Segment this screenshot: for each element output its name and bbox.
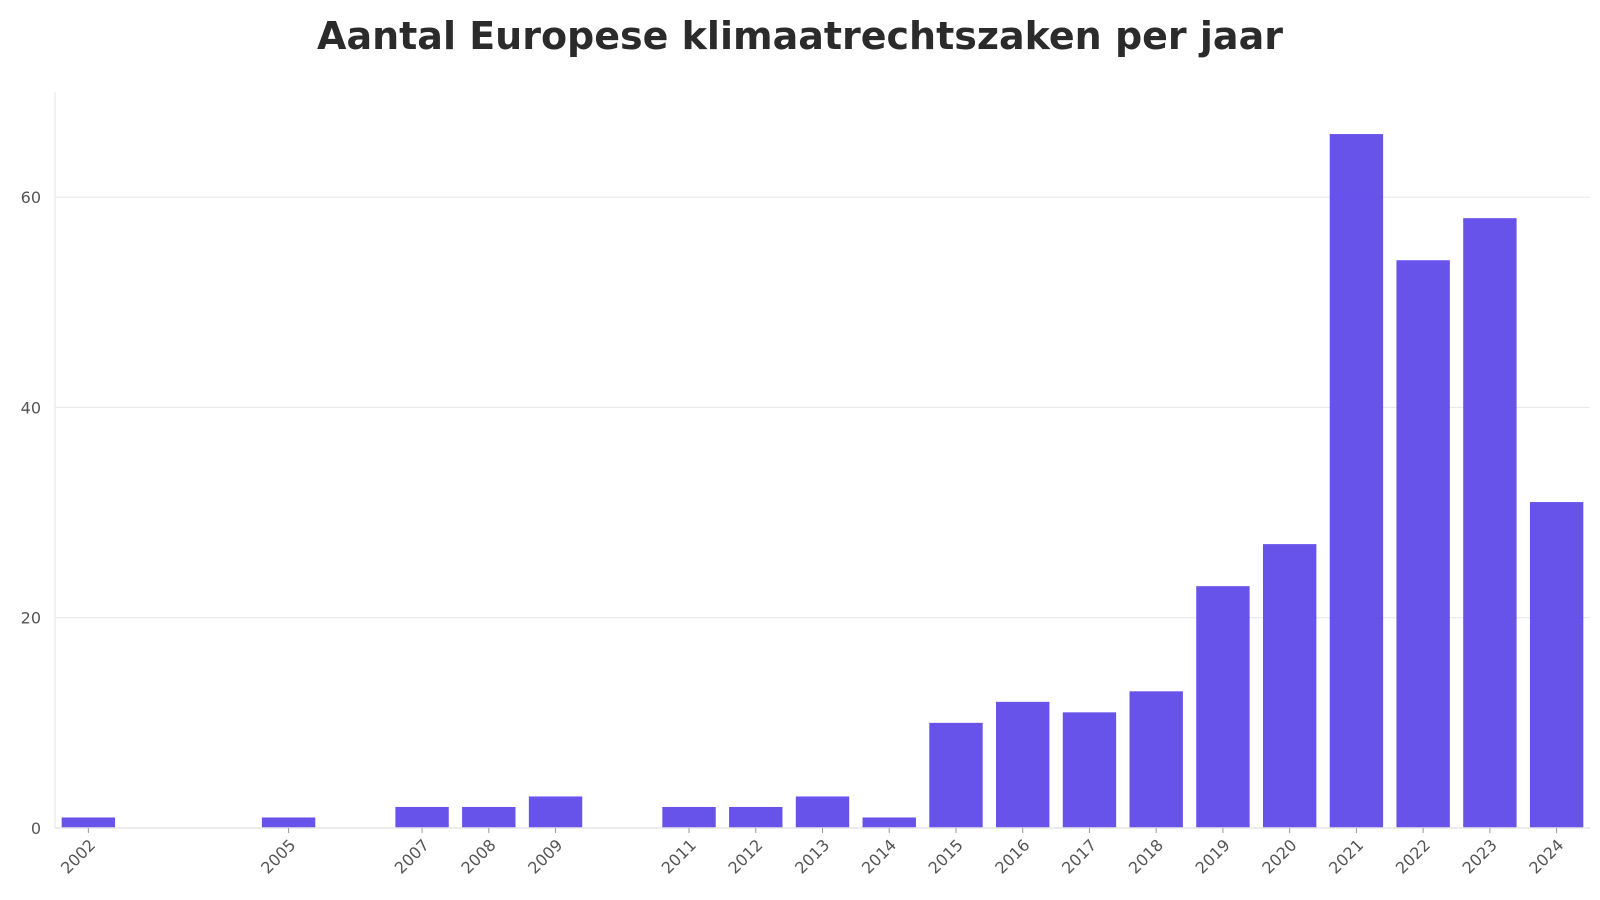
x-tick-label: 2008 xyxy=(457,835,499,877)
x-tick-label: 2022 xyxy=(1392,835,1434,877)
bar xyxy=(929,722,983,828)
x-tick-labels: 2002 2005 2007 2008 2009 2011 2012 2013 2014 2015… xyxy=(57,835,1567,877)
y-tick-label: 60 xyxy=(21,188,41,207)
bar xyxy=(1396,260,1450,828)
bar xyxy=(996,701,1050,828)
x-tick-label: 2014 xyxy=(858,835,900,877)
bar xyxy=(1463,218,1517,828)
x-tick-label: 2021 xyxy=(1325,835,1367,877)
x-tick-label: 2020 xyxy=(1258,835,1300,877)
bar xyxy=(795,796,850,828)
x-tick-label: 2023 xyxy=(1458,835,1500,877)
bar xyxy=(1529,502,1584,828)
bars xyxy=(61,134,1584,829)
bar xyxy=(1262,544,1317,828)
bar xyxy=(1329,134,1384,829)
x-tick-label: 2011 xyxy=(658,835,700,877)
y-tick-label: 0 xyxy=(31,819,41,838)
y-tick-labels: 0 20 40 60 xyxy=(21,188,41,838)
x-tick-label: 2007 xyxy=(391,835,433,877)
bar xyxy=(1196,586,1250,828)
x-tick-label: 2019 xyxy=(1192,835,1234,877)
bar xyxy=(1129,691,1183,828)
x-tick-label: 2017 xyxy=(1058,835,1100,877)
bar xyxy=(662,806,716,828)
bar xyxy=(528,796,583,828)
bar xyxy=(462,806,516,828)
x-tick-label: 2024 xyxy=(1525,835,1567,877)
y-tick-label: 20 xyxy=(21,609,41,628)
x-tick-label: 2018 xyxy=(1125,835,1167,877)
axes xyxy=(54,92,1590,833)
x-tick-label: 2002 xyxy=(57,835,99,877)
x-tick-label: 2015 xyxy=(925,835,967,877)
x-tick-label: 2012 xyxy=(724,835,766,877)
x-tick-label: 2005 xyxy=(257,835,299,877)
x-tick-label: 2009 xyxy=(524,835,566,877)
bar xyxy=(729,806,783,828)
bar xyxy=(1062,712,1117,828)
y-tick-label: 40 xyxy=(21,398,41,417)
chart-title: Aantal Europese klimaatrechtszaken per j… xyxy=(317,14,1283,58)
bar xyxy=(862,817,916,828)
bar xyxy=(261,817,316,828)
bar xyxy=(395,806,449,828)
x-tick-label: 2013 xyxy=(791,835,833,877)
bar xyxy=(61,817,116,828)
x-tick-label: 2016 xyxy=(991,835,1033,877)
